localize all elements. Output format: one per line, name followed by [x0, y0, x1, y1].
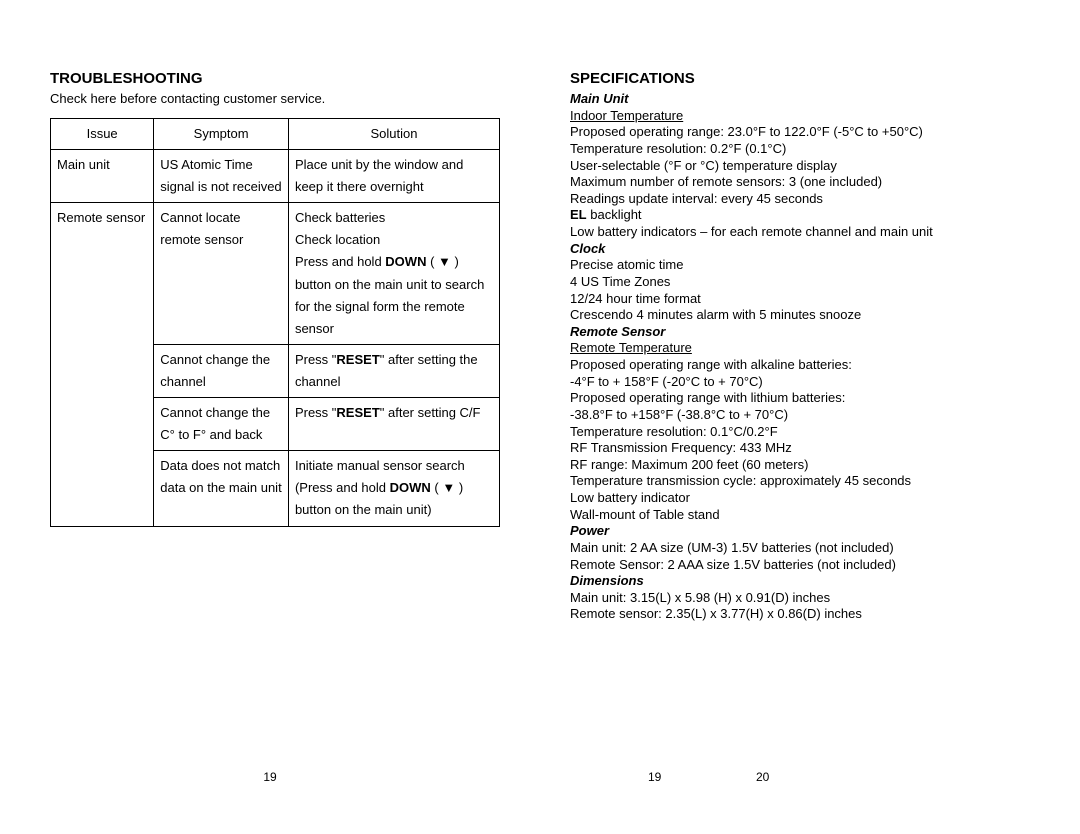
spec-section-heading: Dimensions [570, 573, 1025, 590]
troubleshooting-title: TROUBLESHOOTING [50, 70, 500, 87]
spec-line: Crescendo 4 minutes alarm with 5 minutes… [570, 307, 1025, 324]
spec-line: Remote sensor: 2.35(L) x 3.77(H) x 0.86(… [570, 606, 1025, 623]
col-header-solution: Solution [288, 119, 499, 150]
cell-solution: Initiate manual sensor search (Press and… [288, 451, 499, 526]
cell-issue: Main unit [51, 150, 154, 203]
cell-symptom: Cannot change the channel [154, 344, 289, 397]
left-page: TROUBLESHOOTING Check here before contac… [0, 0, 540, 834]
page-number: 20 [756, 770, 769, 784]
cell-solution: Press "RESET" after setting the channel [288, 344, 499, 397]
table-row: Main unitUS Atomic Time signal is not re… [51, 150, 500, 203]
spec-line: Temperature resolution: 0.2°F (0.1°C) [570, 141, 1025, 158]
specifications-body: Main UnitIndoor TemperatureProposed oper… [570, 91, 1025, 623]
spec-line: RF Transmission Frequency: 433 MHz [570, 440, 1025, 457]
spec-line: Precise atomic time [570, 257, 1025, 274]
spec-line: Temperature transmission cycle: approxim… [570, 473, 1025, 490]
cell-symptom: Cannot change the C° to F° and back [154, 398, 289, 451]
spec-line: RF range: Maximum 200 feet (60 meters) [570, 457, 1025, 474]
cell-symptom: Data does not match data on the main uni… [154, 451, 289, 526]
spec-line: -4°F to + 158°F (-20°C to + 70°C) [570, 374, 1025, 391]
spec-line: Wall-mount of Table stand [570, 507, 1025, 524]
manual-spread: TROUBLESHOOTING Check here before contac… [0, 0, 1080, 834]
spec-line: Readings update interval: every 45 secon… [570, 191, 1025, 208]
table-header-row: Issue Symptom Solution [51, 119, 500, 150]
spec-subheading: Remote Temperature [570, 340, 1025, 357]
spec-line: Main unit: 3.15(L) x 5.98 (H) x 0.91(D) … [570, 590, 1025, 607]
cell-solution: Check batteriesCheck locationPress and h… [288, 203, 499, 345]
spec-line: Proposed operating range: 23.0°F to 122.… [570, 124, 1025, 141]
spec-section-heading: Power [570, 523, 1025, 540]
spec-line: Maximum number of remote sensors: 3 (one… [570, 174, 1025, 191]
specifications-title: SPECIFICATIONS [570, 70, 1025, 87]
spec-line: Low battery indicators – for each remote… [570, 224, 1025, 241]
spec-line: Low battery indicator [570, 490, 1025, 507]
troubleshooting-subtitle: Check here before contacting customer se… [50, 91, 500, 106]
spec-line: Remote Sensor: 2 AAA size 1.5V batteries… [570, 557, 1025, 574]
right-page: SPECIFICATIONS Main UnitIndoor Temperatu… [540, 0, 1080, 834]
spec-subheading: Indoor Temperature [570, 108, 1025, 125]
spec-line: 4 US Time Zones [570, 274, 1025, 291]
spec-line: Main unit: 2 AA size (UM-3) 1.5V batteri… [570, 540, 1025, 557]
spec-section-heading: Main Unit [570, 91, 1025, 108]
spec-line: 12/24 hour time format [570, 291, 1025, 308]
table-row: Remote sensorCannot locate remote sensor… [51, 203, 500, 345]
cell-issue: Remote sensor [51, 203, 154, 526]
spec-section-heading: Clock [570, 241, 1025, 258]
cell-solution: Place unit by the window and keep it the… [288, 150, 499, 203]
spec-line: EL backlight [570, 207, 1025, 224]
spec-line: Proposed operating range with alkaline b… [570, 357, 1025, 374]
cell-symptom: US Atomic Time signal is not received [154, 150, 289, 203]
troubleshooting-table: Issue Symptom Solution Main unitUS Atomi… [50, 118, 500, 527]
col-header-symptom: Symptom [154, 119, 289, 150]
spec-section-heading: Remote Sensor [570, 324, 1025, 341]
cell-symptom: Cannot locate remote sensor [154, 203, 289, 345]
col-header-issue: Issue [51, 119, 154, 150]
cell-solution: Press "RESET" after setting C/F [288, 398, 499, 451]
page-number: 19 [648, 770, 661, 784]
spec-line: User-selectable (°F or °C) temperature d… [570, 158, 1025, 175]
spec-line: Temperature resolution: 0.1°C/0.2°F [570, 424, 1025, 441]
page-number: 19 [263, 770, 276, 784]
spec-line: -38.8°F to +158°F (-38.8°C to + 70°C) [570, 407, 1025, 424]
spec-line: Proposed operating range with lithium ba… [570, 390, 1025, 407]
